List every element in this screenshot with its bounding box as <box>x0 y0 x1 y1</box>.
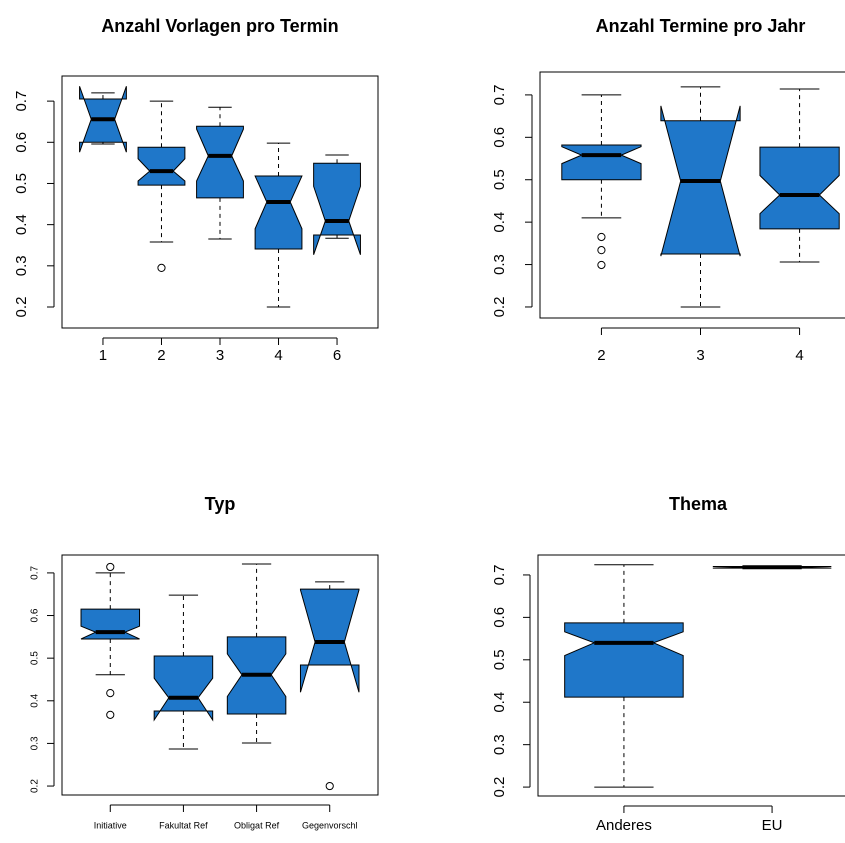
y-tick-label: 0.4 <box>30 693 41 707</box>
x-tick-label: Gegenvorschl <box>302 820 358 830</box>
x-tick-label: 6 <box>333 347 341 364</box>
y-tick-label: 0.2 <box>491 297 508 318</box>
y-tick-label: 0.3 <box>491 734 508 755</box>
y-tick-label: 0.4 <box>491 212 508 233</box>
y-tick-label: 0.4 <box>13 214 30 235</box>
plot-frame <box>61 75 379 329</box>
y-tick-label: 0.7 <box>491 565 508 586</box>
box <box>196 125 244 199</box>
box <box>80 608 141 640</box>
x-tick-label: Anderes <box>596 817 652 834</box>
y-tick-label: 0.7 <box>491 84 508 105</box>
outlier <box>597 232 606 242</box>
chart-title: Anzahl Termine pro Jahr <box>596 16 806 36</box>
box <box>153 655 214 722</box>
x-tick-label: 4 <box>274 347 282 364</box>
outlier <box>597 246 606 255</box>
chart-title: Thema <box>669 494 728 514</box>
x-tick-label: 3 <box>216 347 224 364</box>
y-tick-label: 0.6 <box>13 132 30 153</box>
y-tick-label: 0.3 <box>30 736 41 750</box>
chart-title: Typ <box>205 494 236 514</box>
x-tick-label: Initiative <box>94 820 127 830</box>
y-tick-label: 0.7 <box>30 566 41 580</box>
box <box>561 144 642 181</box>
outlier <box>106 562 115 572</box>
y-tick-label: 0.5 <box>13 173 30 194</box>
y-tick-label: 0.5 <box>491 649 508 670</box>
plot-frame <box>61 554 379 796</box>
x-tick-label: Obligat Ref <box>234 820 280 830</box>
outlier <box>106 689 115 698</box>
y-tick-label: 0.2 <box>30 779 41 793</box>
y-tick-label: 0.6 <box>30 608 41 622</box>
y-tick-label: 0.5 <box>30 651 41 665</box>
panel: Anzahl Termine pro Jahr 0.2 0.3 0.4 0.5 0.6 0.… <box>491 16 845 364</box>
y-tick-label: 0.2 <box>491 777 508 798</box>
outlier <box>325 781 334 791</box>
y-tick-label: 0.7 <box>13 91 30 112</box>
panel: Thema 0.2 0.3 0.4 0.5 0.6 0.7 Anderes EU <box>491 494 845 834</box>
x-tick-label: 3 <box>696 347 704 364</box>
outlier <box>597 260 606 270</box>
box <box>313 162 361 255</box>
y-tick-label: 0.3 <box>491 254 508 275</box>
chart-title: Anzahl Vorlagen pro Termin <box>101 16 338 36</box>
y-tick-label: 0.6 <box>491 127 508 148</box>
panel: Typ 0.2 0.3 0.4 0.5 0.6 0.7 Initiative Fakultat … <box>30 494 379 830</box>
y-tick-label: 0.5 <box>491 169 508 190</box>
x-tick-label: Fakultat Ref <box>159 820 208 830</box>
x-tick-label: 4 <box>795 347 803 364</box>
box <box>564 622 684 698</box>
box <box>254 175 303 250</box>
x-tick-label: 2 <box>597 347 605 364</box>
outlier <box>106 710 115 719</box>
box <box>759 146 840 230</box>
y-tick-label: 0.6 <box>491 607 508 628</box>
x-tick-label: EU <box>762 817 783 834</box>
x-tick-label: 2 <box>157 347 165 364</box>
x-tick-label: 1 <box>99 347 107 364</box>
y-tick-label: 0.3 <box>13 255 30 276</box>
plot-frame <box>537 554 845 797</box>
y-tick-label: 0.4 <box>491 692 508 713</box>
panel: Anzahl Vorlagen pro Termin 0.2 0.3 0.4 0.5 0.… <box>13 16 379 364</box>
plot-frame <box>539 71 845 319</box>
outlier <box>157 263 166 272</box>
box <box>137 146 186 186</box>
y-tick-label: 0.2 <box>13 297 30 318</box>
